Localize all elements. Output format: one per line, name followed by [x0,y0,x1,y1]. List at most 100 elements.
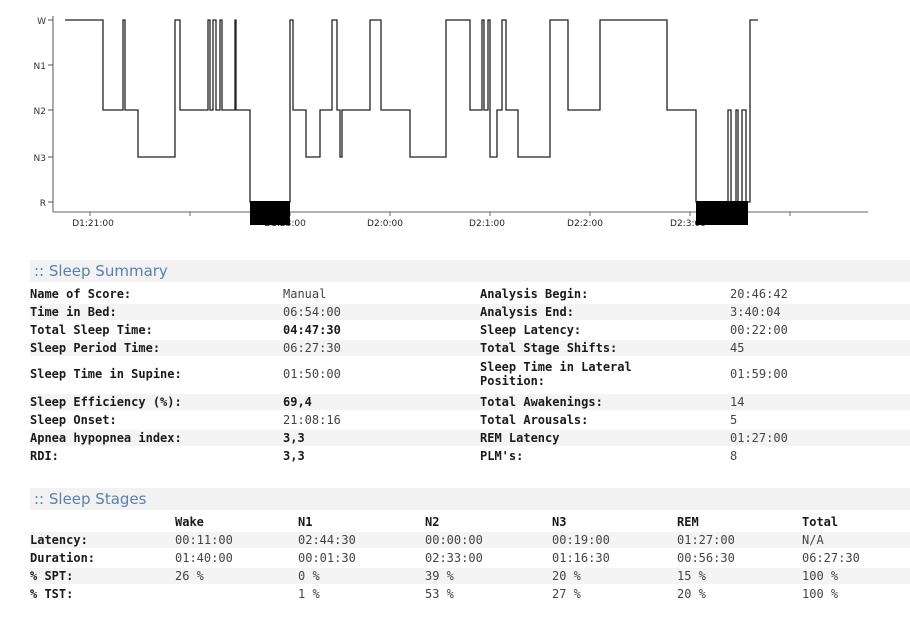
summary-value: 3,3 [283,449,305,463]
y-tick-label: N2 [34,107,46,117]
summary-label: RDI: [30,449,59,463]
summary-label: Total Awakenings: [480,395,603,409]
sleep-summary-header: :: Sleep Summary [30,260,910,282]
y-tick-label: W [37,17,46,27]
stages-cell: 06:27:30 [802,551,860,565]
summary-label: Apnea hypopnea index: [30,431,182,445]
summary-value: 01:27:00 [730,431,788,445]
summary-row: Sleep Period Time: 06:27:30 Total Stage … [30,340,910,356]
stages-header-row: Wake N1 N2 N3 REM Total [30,514,910,530]
summary-label: Sleep Time in Lateral Position: [480,360,632,388]
stages-cell: 39 % [425,569,454,583]
stages-cell: 53 % [425,587,454,601]
summary-value: 3:40:04 [730,305,781,319]
summary-label: Sleep Efficiency (%): [30,395,182,409]
stages-cell: 00:00:00 [425,533,483,547]
y-tick-label: N3 [34,154,46,164]
stages-column-header: Total [802,515,839,529]
summary-label: Total Arousals: [480,413,589,427]
summary-value: 01:50:00 [283,367,341,381]
stages-cell: N/A [802,533,824,547]
stages-column-header: REM [677,515,699,529]
summary-value: 8 [730,449,738,463]
sleep-stages-header: :: Sleep Stages [30,488,910,510]
stages-cell: 15 % [677,569,706,583]
summary-row: RDI: 3,3 PLM's: 8 [30,448,910,464]
stages-cell: 01:16:30 [552,551,610,565]
hypnogram-stage-line [65,19,758,203]
summary-row: Time in Bed: 06:54:00 Analysis End: 3:40… [30,304,910,320]
stages-cell: 20 % [552,569,581,583]
summary-label: Name of Score: [30,287,132,301]
stages-cell: 1 % [298,587,320,601]
rem-block [696,201,748,225]
stages-cell: 00:11:00 [175,533,233,547]
summary-row: Sleep Onset: 21:08:16 Total Arousals: 5 [30,412,910,428]
stages-column-header: N1 [298,515,313,529]
x-tick-label: D2:3:00 [670,219,706,229]
summary-label: PLM's: [480,449,524,463]
summary-value: 21:08:16 [283,413,341,427]
summary-row: Sleep Efficiency (%): 69,4 Total Awakeni… [30,394,910,410]
stages-cell: 02:33:00 [425,551,483,565]
summary-label: Analysis Begin: [480,287,589,301]
summary-label: Total Sleep Time: [30,323,153,337]
stages-cell: 0 % [298,569,320,583]
stages-cell: 00:01:30 [298,551,356,565]
summary-value: 04:47:30 [283,323,341,337]
stages-cell: 02:44:30 [298,533,356,547]
x-tick-label: D1:21:00 [72,219,114,229]
stages-cell: 01:27:00 [677,533,735,547]
summary-row: Name of Score: Manual Analysis Begin: 20… [30,286,910,302]
summary-value: 14 [730,395,745,409]
y-axis: W N1 N2 N3 R [34,16,54,212]
stages-row-label: Duration: [30,551,96,565]
stages-cell: 27 % [552,587,581,601]
stages-row: Duration: 01:40:00 00:01:30 02:33:00 01:… [30,550,910,566]
stages-cell: 00:56:30 [677,551,735,565]
summary-label: Sleep Onset: [30,413,117,427]
stages-row-label: % TST: [30,587,74,601]
stages-cell: 26 % [175,569,204,583]
summary-label: Sleep Time in Supine: [30,367,182,381]
y-tick-label: N1 [34,62,46,72]
summary-value: Manual [283,287,327,301]
summary-value: 69,4 [283,395,312,409]
rem-block [250,201,290,225]
summary-label: Analysis End: [480,305,574,319]
summary-label: Time in Bed: [30,305,117,319]
summary-value: 06:54:00 [283,305,341,319]
stages-row: % SPT: 26 % 0 % 39 % 20 % 15 % 100 % [30,568,910,584]
stages-row: Latency: 00:11:00 02:44:30 00:00:00 00:1… [30,532,910,548]
stages-row: % TST: 1 % 53 % 27 % 20 % 100 % [30,586,910,602]
summary-value: 20:46:42 [730,287,788,301]
stages-column-header: Wake [175,515,204,529]
summary-label: REM Latency [480,431,560,445]
x-tick-label: D2:0:00 [367,219,403,229]
summary-value: 00:22:00 [730,323,788,337]
summary-label: Sleep Latency: [480,323,582,337]
summary-value: 06:27:30 [283,341,341,355]
x-tick-label: D2:2:00 [567,219,603,229]
summary-value: 01:59:00 [730,367,788,381]
summary-label: Total Stage Shifts: [480,341,618,355]
summary-row: Sleep Time in Supine: 01:50:00 Sleep Tim… [30,360,910,390]
rem-blocks [250,201,748,225]
stages-cell: 01:40:00 [175,551,233,565]
stages-row-label: % SPT: [30,569,74,583]
summary-value: 45 [730,341,745,355]
y-tick-label: R [40,199,46,209]
summary-row: Apnea hypopnea index: 3,3 REM Latency 01… [30,430,910,446]
stages-column-header: N2 [425,515,440,529]
stages-column-header: N3 [552,515,567,529]
stages-cell: 20 % [677,587,706,601]
stages-cell: 100 % [802,587,839,601]
summary-value: 3,3 [283,431,305,445]
stages-cell: 00:19:00 [552,533,610,547]
x-tick-label: D2:1:00 [469,219,505,229]
stages-cell: 100 % [802,569,839,583]
stages-row-label: Latency: [30,533,88,547]
summary-value: 5 [730,413,738,427]
summary-row: Total Sleep Time: 04:47:30 Sleep Latency… [30,322,910,338]
